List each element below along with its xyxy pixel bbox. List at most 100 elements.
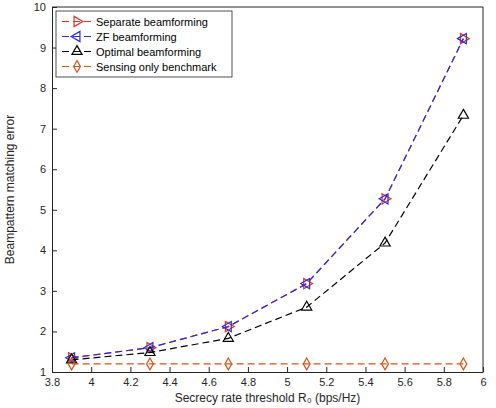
tick-mark: [52, 169, 57, 170]
legend-entry: ZF beamforming: [62, 31, 177, 43]
tick-label: 2: [40, 325, 46, 337]
series-line: [72, 115, 464, 360]
marker: [303, 358, 310, 370]
frame: [52, 7, 483, 8]
legend-label: Separate beamforming: [96, 16, 208, 28]
tick: 4.4: [162, 367, 177, 388]
marker: [379, 194, 388, 204]
tick-label: 4: [40, 244, 46, 256]
tick: 4.8: [241, 367, 256, 388]
legend-marker: [74, 16, 83, 26]
marker: [458, 34, 467, 44]
legend: Separate beamforming ZF beamforming Optima…: [56, 11, 232, 77]
tick-mark: [130, 367, 131, 372]
y-axis-title: Beampattern matching error: [3, 115, 17, 264]
marker: [145, 347, 155, 356]
legend-marker: [74, 61, 81, 73]
legend-line: [62, 21, 92, 22]
x-axis-title: Secrecy rate threshold R₀ (bps/Hz): [175, 391, 361, 405]
tick: 8: [40, 82, 57, 94]
tick: 4.6: [202, 367, 217, 388]
marker: [460, 358, 467, 370]
tick: 5.2: [319, 367, 334, 388]
tick-label: 10: [34, 1, 46, 13]
tick: 4: [89, 367, 95, 388]
legend-marker: [72, 46, 82, 55]
tick: 1: [40, 366, 57, 378]
frame: [483, 7, 484, 372]
tick: 5: [285, 367, 291, 388]
legend-marker: [71, 31, 80, 41]
y-axis: 1 2 3 4 5 6 7 8 9 10: [34, 1, 57, 378]
tick-mark: [52, 210, 57, 211]
tick-label: 4.6: [202, 376, 217, 388]
legend-box: [56, 11, 232, 77]
tick-mark: [405, 367, 406, 372]
marker: [223, 332, 233, 341]
tick-mark: [91, 367, 92, 372]
tick-label: 4.4: [162, 376, 177, 388]
legend-entry: Separate beamforming: [62, 16, 208, 28]
tick: 9: [40, 42, 57, 54]
tick-label: 8: [40, 82, 46, 94]
tick: 5.8: [437, 367, 452, 388]
marker: [301, 278, 310, 288]
tick-label: 6: [480, 376, 486, 388]
tick-mark: [365, 367, 366, 372]
marker: [222, 321, 231, 331]
legend-label: Optimal beamforming: [96, 46, 201, 58]
axis-line: [53, 372, 484, 373]
tick-label: 4: [89, 376, 95, 388]
tick-label: 1: [40, 366, 46, 378]
marker: [458, 109, 468, 118]
marker: [144, 343, 153, 353]
tick-label: 6: [40, 163, 46, 175]
tick-label: 4.8: [241, 376, 256, 388]
tick-mark: [209, 367, 210, 372]
marker: [382, 358, 389, 370]
series-line: [72, 39, 464, 358]
tick: 4.2: [123, 367, 138, 388]
legend-entry: Sensing only benchmark: [62, 61, 217, 73]
tick-label: 3.8: [45, 376, 60, 388]
legend-label: ZF beamforming: [96, 31, 177, 43]
axis-line: [52, 8, 53, 373]
tick-mark: [170, 367, 171, 372]
tick-mark: [52, 291, 57, 292]
marker: [68, 358, 75, 370]
tick-mark: [287, 367, 288, 372]
tick-label: 9: [40, 42, 46, 54]
marker: [380, 237, 390, 246]
tick-mark: [52, 372, 57, 373]
tick-label: 7: [40, 123, 46, 135]
legend-line: [62, 36, 92, 37]
legend-label: Sensing only benchmark: [96, 61, 217, 73]
tick-label: 3: [40, 285, 46, 297]
tick: 5.6: [397, 367, 412, 388]
legend-line: [62, 51, 92, 52]
series-group: [66, 34, 470, 370]
chart: 3.844.24.44.64.855.25.45.65.861234567891…: [0, 0, 496, 408]
series-line: [72, 39, 464, 358]
tick-label: 5: [40, 204, 46, 216]
tick-mark: [326, 367, 327, 372]
tick: 3: [40, 285, 57, 297]
tick: 5: [40, 204, 57, 216]
tick: 5.4: [358, 367, 373, 388]
tick-label: 5: [285, 376, 291, 388]
tick: 4: [40, 244, 57, 256]
legend-entry: Optimal beamforming: [62, 46, 201, 58]
tick-label: 5.6: [397, 376, 412, 388]
tick-mark: [248, 367, 249, 372]
tick: 2: [40, 325, 57, 337]
marker: [147, 358, 154, 370]
tick-label: 4.2: [123, 376, 138, 388]
tick: 6: [40, 163, 57, 175]
tick-mark: [52, 129, 57, 130]
marker: [302, 301, 312, 310]
tick-mark: [52, 88, 57, 89]
tick-mark: [52, 250, 57, 251]
series-line: [72, 363, 464, 364]
x-axis: 3.8 4 4.2 4.4 4.6 4.8 5 5.2 5.4 5.6 5.8 6: [45, 367, 487, 388]
tick: 7: [40, 123, 57, 135]
